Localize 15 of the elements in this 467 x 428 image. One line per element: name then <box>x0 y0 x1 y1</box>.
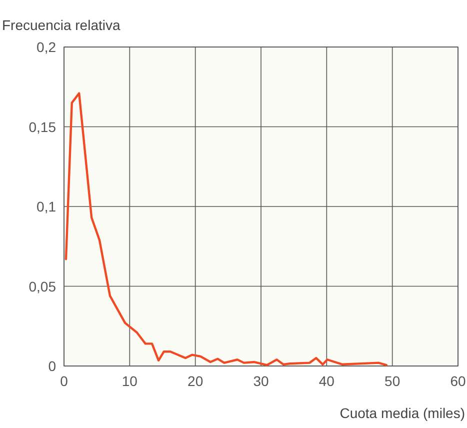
x-tick-label: 20 <box>188 373 204 389</box>
y-tick-label: 0,15 <box>28 118 56 135</box>
y-tick-label: 0,2 <box>36 39 56 55</box>
x-axis-title: Cuota media (miles) <box>340 405 465 421</box>
line-series <box>64 92 388 366</box>
y-tick-label: 0 <box>48 358 56 374</box>
y-tick-label: 0,1 <box>36 198 56 214</box>
y-axis-title: Frecuencia relativa <box>2 17 120 33</box>
x-tick-label: 50 <box>384 373 400 389</box>
x-tick-label: 30 <box>253 373 269 389</box>
x-tick-label: 40 <box>318 373 335 389</box>
x-tick-label: 10 <box>122 373 138 389</box>
y-tick-label: 0,05 <box>28 278 56 294</box>
x-tick-label: 0 <box>60 373 68 389</box>
x-tick-label: 60 <box>450 373 466 389</box>
